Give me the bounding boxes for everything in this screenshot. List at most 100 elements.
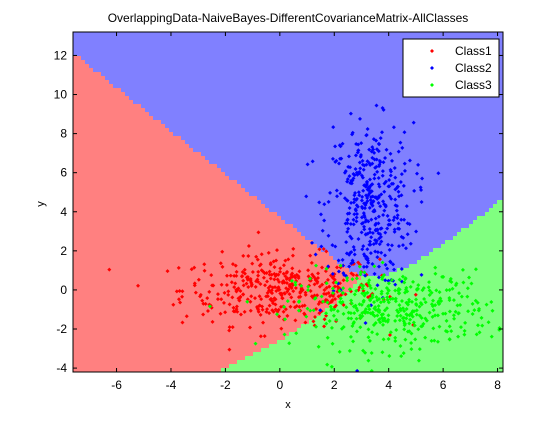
region-cell	[321, 104, 325, 108]
region-cell	[281, 168, 285, 172]
region-cell	[389, 32, 393, 36]
region-cell	[241, 196, 245, 200]
region-cell	[317, 68, 321, 72]
region-cell	[89, 92, 93, 96]
region-cell	[489, 188, 493, 192]
region-cell	[361, 108, 365, 112]
region-cell	[369, 68, 373, 72]
region-cell	[165, 104, 169, 108]
region-cell	[137, 192, 141, 196]
region-cell	[405, 140, 409, 144]
region-cell	[405, 120, 409, 124]
region-cell	[357, 120, 361, 124]
region-cell	[153, 188, 157, 192]
region-cell	[185, 48, 189, 52]
region-cell	[325, 212, 329, 216]
region-cell	[285, 120, 289, 124]
region-cell	[477, 172, 481, 176]
region-cell	[253, 92, 257, 96]
region-cell	[193, 32, 197, 36]
region-cell	[357, 100, 361, 104]
region-cell	[157, 208, 161, 212]
region-cell	[265, 120, 269, 124]
region-cell	[385, 140, 389, 144]
region-cell	[77, 44, 81, 48]
region-cell	[309, 84, 313, 88]
region-cell	[201, 124, 205, 128]
region-cell	[153, 112, 157, 116]
region-cell	[497, 128, 501, 132]
region-cell	[433, 176, 437, 180]
region-cell	[389, 60, 393, 64]
region-cell	[341, 32, 345, 36]
region-cell	[89, 140, 93, 144]
region-cell	[169, 116, 173, 120]
region-cell	[461, 156, 465, 160]
region-cell	[145, 52, 149, 56]
region-cell	[465, 176, 469, 180]
region-cell	[409, 184, 413, 188]
region-cell	[265, 136, 269, 140]
region-cell	[457, 136, 461, 140]
region-cell	[185, 56, 189, 60]
region-cell	[409, 116, 413, 120]
region-cell	[481, 104, 485, 108]
region-cell	[169, 124, 173, 128]
region-cell	[301, 128, 305, 132]
region-cell	[125, 124, 129, 128]
region-cell	[141, 116, 145, 120]
region-cell	[77, 208, 81, 212]
region-cell	[125, 64, 129, 68]
region-cell	[133, 60, 137, 64]
region-cell	[365, 48, 369, 52]
region-cell	[477, 188, 481, 192]
region-cell	[73, 56, 77, 60]
region-cell	[441, 136, 445, 140]
region-cell	[269, 88, 273, 92]
region-cell	[333, 204, 337, 208]
region-cell	[477, 164, 481, 168]
region-cell	[373, 80, 377, 84]
region-cell	[233, 144, 237, 148]
region-cell	[153, 168, 157, 172]
region-cell	[145, 140, 149, 144]
region-cell	[421, 136, 425, 140]
region-cell	[273, 68, 277, 72]
region-cell	[177, 144, 181, 148]
region-cell	[217, 32, 221, 36]
region-cell	[421, 104, 425, 108]
region-cell	[409, 104, 413, 108]
region-cell	[489, 144, 493, 148]
region-cell	[73, 104, 77, 108]
region-cell	[145, 168, 149, 172]
region-cell	[129, 132, 133, 136]
region-cell	[97, 32, 101, 36]
region-cell	[113, 36, 117, 40]
region-cell	[409, 108, 413, 112]
region-cell	[469, 108, 473, 112]
region-cell	[257, 64, 261, 68]
region-cell	[281, 80, 285, 84]
region-cell	[321, 68, 325, 72]
region-cell	[81, 48, 85, 52]
region-cell	[469, 172, 473, 176]
region-cell	[181, 128, 185, 132]
region-cell	[213, 176, 217, 180]
region-cell	[481, 144, 485, 148]
region-cell	[209, 188, 213, 192]
region-cell	[273, 196, 277, 200]
region-cell	[465, 184, 469, 188]
region-cell	[417, 148, 421, 152]
region-cell	[177, 156, 181, 160]
region-cell	[249, 104, 253, 108]
region-cell	[489, 212, 493, 216]
region-cell	[101, 168, 105, 172]
region-cell	[249, 44, 253, 48]
region-cell	[245, 164, 249, 168]
region-cell	[77, 144, 81, 148]
region-cell	[209, 60, 213, 64]
region-cell	[117, 44, 121, 48]
region-cell	[197, 32, 201, 36]
region-cell	[81, 164, 85, 168]
region-cell	[181, 176, 185, 180]
